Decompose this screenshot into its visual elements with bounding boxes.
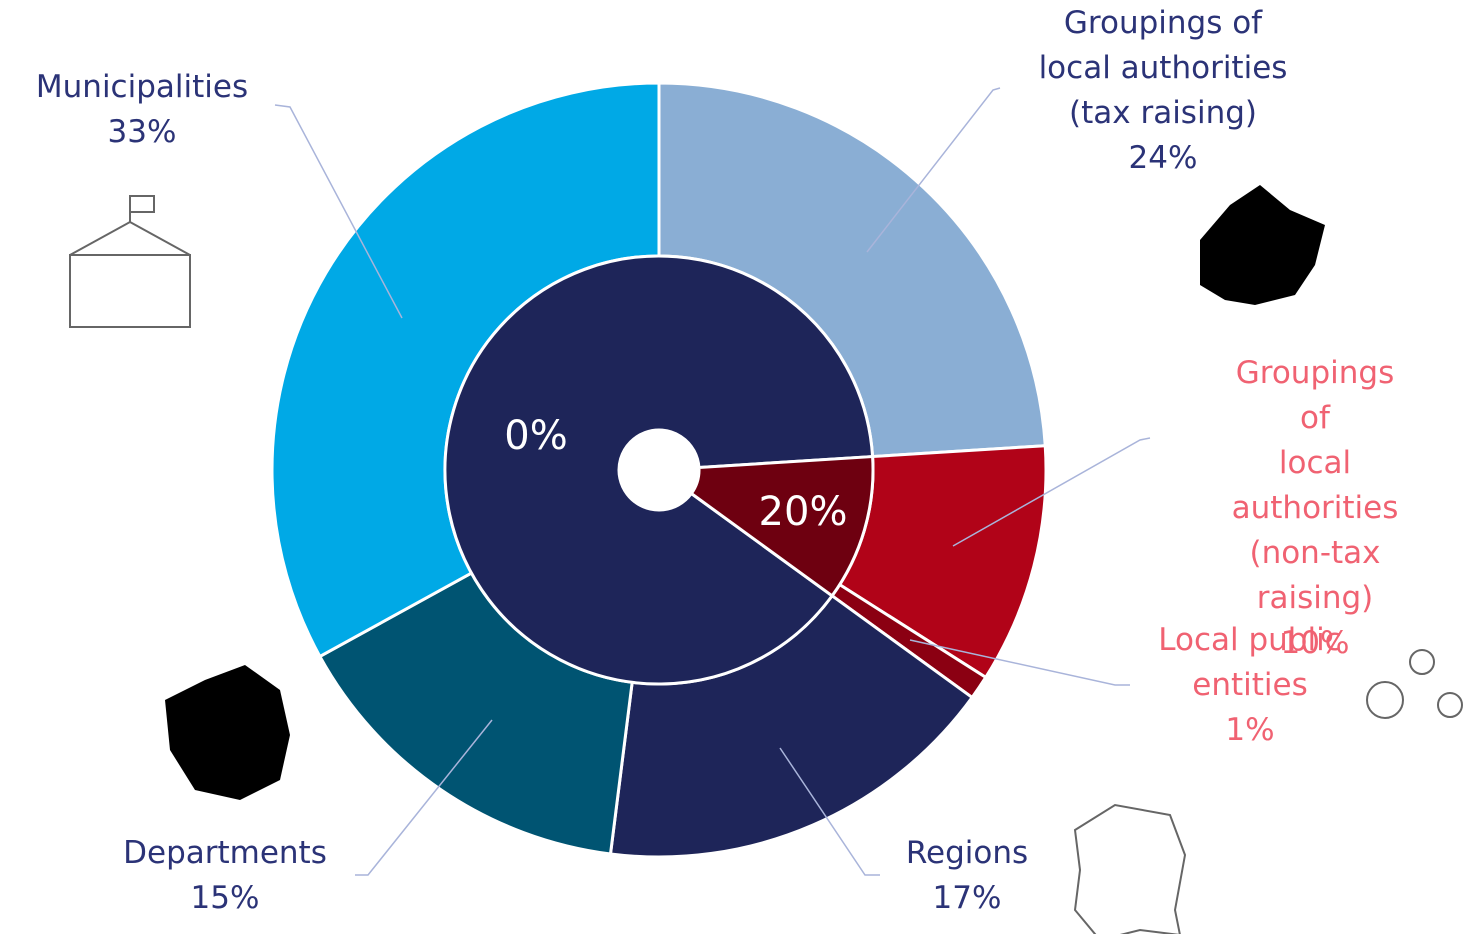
inner-label: 0%: [504, 413, 568, 459]
value-label: 33%: [107, 114, 177, 150]
gear-icon: [1437, 692, 1463, 718]
icons: [69, 195, 1463, 934]
groupings-map-icon: [1200, 185, 1325, 305]
flag: [129, 195, 155, 213]
category-name: Groupings of local authorities (non-tax …: [1231, 355, 1399, 616]
building-icon: [69, 254, 191, 328]
inner-label: 20%: [758, 489, 848, 535]
leader-line: [909, 639, 1130, 686]
leader-line: [866, 87, 1001, 253]
bulb-icon: [1366, 681, 1404, 719]
building-roof: [69, 220, 191, 256]
category-name: Local public entities: [1158, 622, 1342, 703]
value-label: 15%: [190, 880, 260, 916]
regions-map-icon: [1073, 803, 1187, 934]
segment-label: Regions 17%: [906, 831, 1028, 921]
value-label: 1%: [1225, 712, 1275, 748]
value-label: 24%: [1128, 140, 1198, 176]
inner-segment: [689, 454, 875, 598]
leader-line: [779, 747, 880, 876]
segment-label: Local public entities 1%: [1158, 618, 1341, 753]
segment-label: Groupings of local authorities (non-tax …: [1232, 351, 1399, 666]
inner-segment: [443, 254, 875, 686]
category-name: Groupings of local authorities (tax rais…: [1038, 5, 1288, 131]
value-label: 10%: [1280, 625, 1350, 661]
leader-line: [274, 104, 403, 319]
segment-label: Municipalities 33%: [36, 65, 248, 155]
departments-map-icon: [165, 665, 290, 800]
leader-line: [355, 719, 493, 876]
gear-icon: [1409, 649, 1435, 675]
value-label: 17%: [932, 880, 1002, 916]
leader-line: [952, 437, 1151, 547]
segment-label: Departments 15%: [123, 831, 327, 921]
category-name: Departments: [123, 835, 327, 871]
segment-label: Groupings of local authorities (tax rais…: [1039, 1, 1288, 181]
category-name: Regions: [905, 835, 1029, 871]
category-name: Municipalities: [35, 69, 249, 105]
